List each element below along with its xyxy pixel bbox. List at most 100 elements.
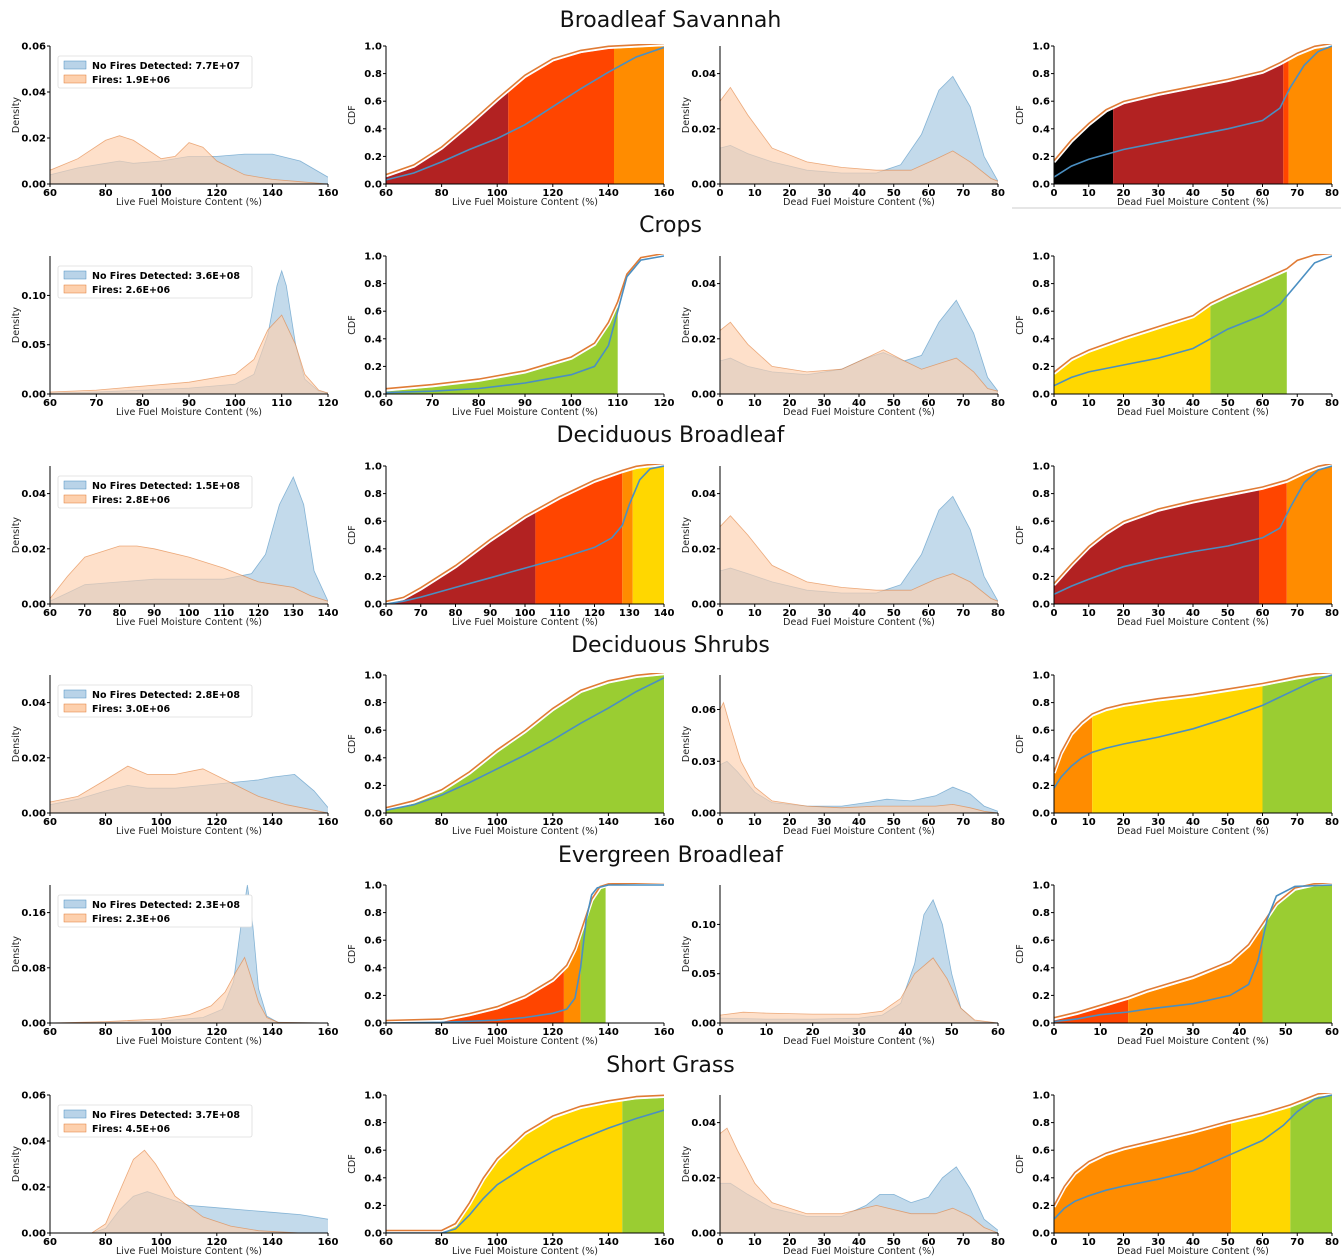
y-tick-label: 0.4 — [1032, 124, 1050, 135]
x-tick-label: 50 — [887, 817, 901, 828]
x-tick-label: 60 — [1256, 398, 1270, 409]
y-tick-label: 0.03 — [691, 757, 716, 768]
x-tick-label: 10 — [1082, 608, 1096, 619]
x-tick-label: 50 — [1221, 398, 1235, 409]
x-tick-label: 100 — [515, 608, 536, 619]
panel-r5-c3: 0 10 20 30 40 50 60 70 80 0.0 0.2 0.4 0.6 0.8 1.0 Dead … — [1015, 1091, 1339, 1256]
x-tick-label: 50 — [887, 1237, 901, 1248]
x-tick-label: 70 — [956, 1237, 970, 1248]
y-tick-label: 0.8 — [364, 489, 382, 500]
x-tick-label: 30 — [817, 398, 831, 409]
x-tick-label: 80 — [99, 1237, 113, 1248]
x-tick-label: 70 — [1290, 398, 1304, 409]
x-tick-label: 30 — [852, 1027, 866, 1038]
legend: No Fires Detected: 2.8E+08 Fires: 3.0E+06 — [57, 684, 253, 718]
x-tick-label: 70 — [956, 817, 970, 828]
panel-r5-c1: 60 80 100 120 140 160 0.0 0.2 0.4 0.6 0.8 1.0 Live F… — [347, 1091, 674, 1256]
density-area-fires — [50, 135, 328, 184]
plot-area — [1054, 673, 1332, 813]
y-tick-label: 0.00 — [691, 600, 716, 611]
legend: No Fires Detected: 7.7E+07 Fires: 1.9E+06 — [57, 55, 253, 89]
x-tick-label: 60 — [1256, 608, 1270, 619]
legend-box — [57, 475, 253, 509]
y-tick-label: 0.4 — [1032, 753, 1050, 764]
y-tick-label: 0.2 — [1032, 362, 1050, 373]
row-title-deciduous-shrubs: Deciduous Shrubs — [571, 633, 770, 658]
y-tick-label: 0.00 — [691, 1019, 716, 1030]
y-tick-label: 0.0 — [1032, 600, 1050, 611]
x-tick-label: 70 — [89, 398, 103, 409]
x-tick-label: 0 — [1051, 608, 1058, 619]
x-tick-label: 160 — [318, 1027, 339, 1038]
x-tick-label: 60 — [922, 398, 936, 409]
x-tick-label: 50 — [1221, 608, 1235, 619]
x-tick-label: 20 — [1117, 608, 1131, 619]
y-tick-label: 0.2 — [364, 991, 382, 1002]
x-tick-label: 20 — [1140, 1027, 1154, 1038]
cdf-band-1 — [563, 934, 581, 1023]
x-tick-label: 70 — [956, 188, 970, 199]
legend-box — [57, 55, 253, 89]
x-tick-label: 120 — [542, 1027, 563, 1038]
x-tick-label: 50 — [1221, 817, 1235, 828]
plot-area — [1054, 44, 1332, 184]
cdf-band-2 — [1290, 1095, 1332, 1233]
panel-r4-c3: 0 10 20 30 40 50 60 0.0 0.2 0.4 0.6 0.8 1.0 Dead Fuel… — [1015, 881, 1339, 1048]
x-axis-label: Dead Fuel Moisture Content (%) — [783, 1246, 935, 1256]
x-tick-label: 30 — [1186, 1027, 1200, 1038]
x-tick-label: 80 — [1325, 817, 1339, 828]
cdf-line-no-fires — [386, 677, 664, 811]
y-tick-label: 0.0 — [364, 1019, 382, 1030]
x-tick-label: 120 — [206, 1027, 227, 1038]
density-line-fires — [50, 545, 328, 602]
cdf-band-0 — [1054, 999, 1129, 1023]
legend-swatch-fires — [63, 703, 87, 713]
cdf-line-fires — [386, 254, 664, 390]
x-axis-label: Dead Fuel Moisture Content (%) — [783, 407, 935, 418]
x-tick-label: 30 — [1151, 608, 1165, 619]
y-tick-label: 0.2 — [1032, 152, 1050, 163]
plot-area — [50, 1149, 328, 1233]
x-tick-label: 50 — [1279, 1027, 1293, 1038]
y-tick-label: 0.8 — [1032, 698, 1050, 709]
y-tick-label: 0.02 — [21, 134, 46, 145]
x-tick-label: 0 — [717, 817, 724, 828]
cdf-line-no-fires — [1054, 1094, 1332, 1220]
x-tick-label: 10 — [748, 1237, 762, 1248]
x-tick-label: 120 — [542, 1237, 563, 1248]
x-tick-label: 110 — [271, 398, 292, 409]
panel-r1-c1: 60 70 80 90 100 110 120 0.0 0.2 0.4 0.6 0.8 1.0 Live … — [347, 252, 674, 419]
y-tick-label: 0.2 — [1032, 991, 1050, 1002]
cdf-band-0 — [386, 512, 536, 604]
plot-area — [1054, 883, 1332, 1023]
y-tick-label: 0.0 — [364, 600, 382, 611]
x-tick-label: 140 — [598, 1237, 619, 1248]
x-tick-label: 80 — [991, 188, 1005, 199]
y-tick-label: 0.0 — [1032, 180, 1050, 191]
y-tick-label: 1.0 — [364, 671, 382, 682]
y-axis-label: Density — [11, 97, 22, 133]
y-tick-label: 0.04 — [21, 698, 46, 709]
y-tick-label: 1.0 — [364, 1091, 382, 1102]
y-tick-label: 0.2 — [1032, 1201, 1050, 1212]
x-axis-label: Dead Fuel Moisture Content (%) — [1117, 1246, 1269, 1256]
row-title-broadleaf-savannah: Broadleaf Savannah — [559, 8, 782, 33]
y-tick-label: 0.8 — [1032, 279, 1050, 290]
legend-swatch-fires — [63, 74, 87, 84]
cdf-line-fires — [1054, 464, 1332, 585]
y-tick-label: 0.00 — [21, 180, 46, 191]
x-tick-label: 0 — [1051, 817, 1058, 828]
legend-label-no-fires: No Fires Detected: 3.7E+08 — [92, 1110, 240, 1121]
x-tick-label: 0 — [1051, 1237, 1058, 1248]
y-tick-label: 0.6 — [364, 517, 382, 528]
density-line-fires — [720, 701, 998, 813]
y-tick-label: 0.0 — [364, 809, 382, 820]
plot-area — [386, 464, 664, 604]
x-tick-label: 0 — [717, 188, 724, 199]
x-tick-label: 160 — [318, 817, 339, 828]
x-tick-label: 140 — [318, 608, 339, 619]
x-tick-label: 60 — [1256, 1237, 1270, 1248]
x-tick-label: 60 — [379, 188, 393, 199]
plot-area — [1054, 254, 1332, 394]
x-axis-label: Dead Fuel Moisture Content (%) — [783, 197, 935, 208]
